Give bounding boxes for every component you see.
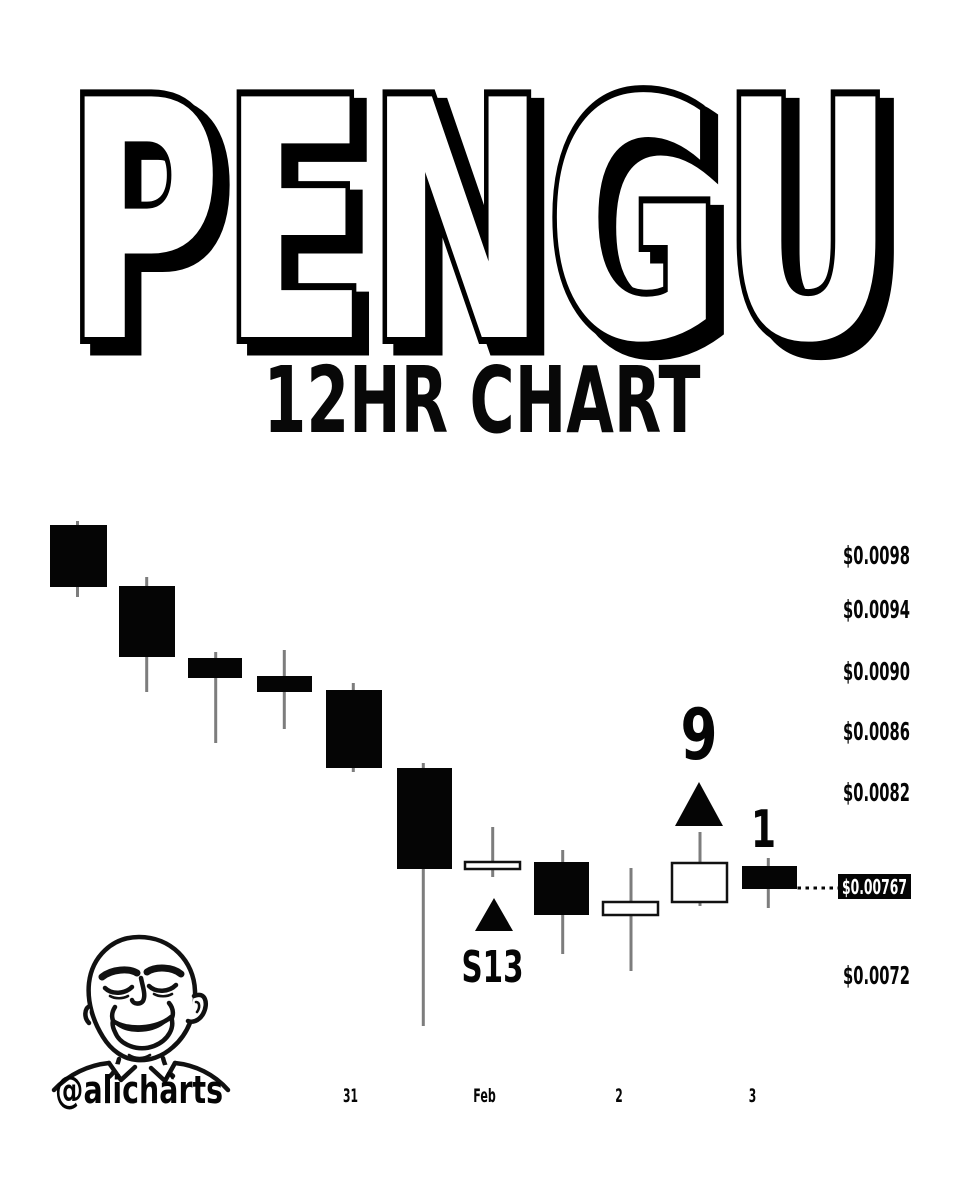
subtitle: 12HR CHART bbox=[264, 347, 701, 454]
y-axis-label: $0.0094 bbox=[843, 595, 910, 624]
y-axis-label: $0.0090 bbox=[843, 657, 910, 686]
shoulder-right bbox=[172, 1060, 231, 1093]
x-axis-label: 3 bbox=[749, 1085, 757, 1107]
candle-body-down bbox=[50, 525, 107, 587]
right-ear-inner bbox=[194, 1000, 201, 1014]
candle-body-down bbox=[257, 676, 312, 692]
left-eye bbox=[102, 984, 135, 995]
annotations-layer: 91 S13 bbox=[462, 694, 777, 993]
candle-body-down bbox=[326, 690, 382, 768]
annotation-label: 9 bbox=[681, 694, 718, 776]
right-eyebrow bbox=[143, 964, 185, 978]
right-eye-crease bbox=[152, 992, 174, 998]
candle-body-up bbox=[601, 900, 660, 917]
candle-body-up bbox=[463, 860, 522, 871]
right-ear bbox=[185, 992, 208, 1024]
teeth-line bbox=[116, 1019, 168, 1032]
candle-body-down bbox=[534, 862, 589, 915]
artist-logo: @alichârts bbox=[51, 934, 231, 1112]
annotation-label: S13 bbox=[462, 942, 524, 993]
candle-body-down bbox=[397, 768, 452, 869]
title-group: PENGU PENGU 12HR CHART bbox=[58, 24, 917, 454]
price-tag-group: $0.00767 bbox=[797, 874, 911, 899]
annotation-triangle-icon bbox=[675, 782, 723, 826]
x-axis-labels: 31 Feb 2 3 bbox=[343, 1085, 756, 1107]
shoulder-left bbox=[51, 1060, 112, 1093]
page-title: PENGU bbox=[65, 31, 895, 415]
candle-body-up bbox=[670, 861, 729, 904]
title-shadow: PENGU bbox=[76, 41, 908, 425]
y-axis-label: $0.0098 bbox=[843, 541, 910, 570]
price-tag-bg bbox=[838, 874, 911, 899]
y-axis-label: $0.0086 bbox=[843, 717, 910, 746]
left-eye-crease bbox=[108, 994, 130, 1000]
artist-handle: @alichârts bbox=[55, 1068, 223, 1112]
x-axis-label: 2 bbox=[615, 1085, 623, 1107]
price-tag-label: $0.00767 bbox=[842, 875, 907, 899]
y-axis-labels: $0.0098 $0.0094 $0.0090 $0.0086 $0.0082 $0.00… bbox=[843, 541, 910, 990]
candles-layer bbox=[50, 521, 797, 1026]
x-axis-label: 31 bbox=[343, 1085, 358, 1107]
candle-body-down bbox=[188, 658, 242, 678]
y-axis-label: $0.0072 bbox=[843, 961, 910, 990]
candle-body-down bbox=[742, 866, 797, 889]
left-ear bbox=[83, 1003, 93, 1026]
chin-crease bbox=[127, 1053, 152, 1060]
artist-face-icon bbox=[51, 934, 231, 1093]
collar-left bbox=[106, 1060, 138, 1083]
left-eyebrow bbox=[98, 966, 141, 981]
y-axis-label: $0.0082 bbox=[843, 778, 910, 807]
annotation-triangle-icon bbox=[475, 898, 513, 931]
smiling-mouth bbox=[110, 1014, 175, 1051]
collar-right bbox=[148, 1060, 178, 1084]
nose bbox=[129, 975, 147, 1006]
x-axis-label: Feb bbox=[473, 1085, 496, 1107]
right-eye bbox=[146, 982, 179, 993]
candle-body-down bbox=[119, 586, 175, 657]
annotation-label: 1 bbox=[751, 800, 776, 860]
